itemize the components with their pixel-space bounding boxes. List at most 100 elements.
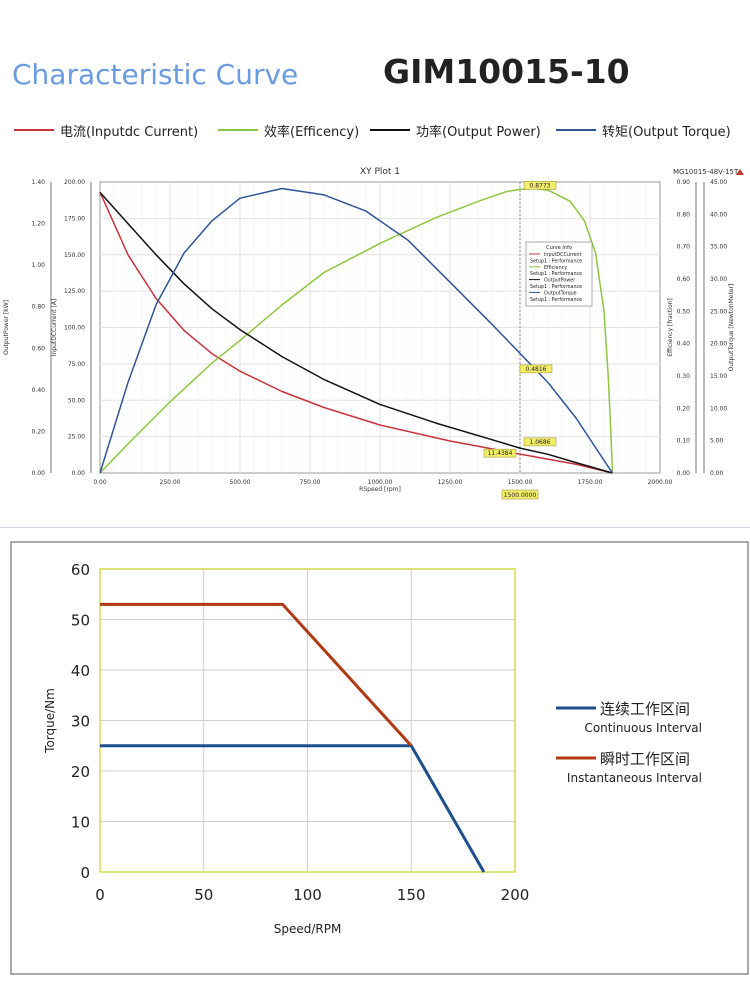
curve-info-row: Setup1 : Performance	[530, 258, 582, 264]
y-tick-label-right_inner: 0.20	[677, 405, 691, 412]
curve-info-box	[525, 241, 593, 307]
legend-label-instantaneous: 瞬时工作区间	[600, 750, 690, 768]
y-tick-label-left_inner: 0.00	[72, 470, 86, 477]
y-tick-label: 40	[71, 662, 90, 680]
y-tick-label-left_outer: 0.40	[32, 387, 46, 394]
y-tick-label: 50	[71, 612, 90, 630]
legend-swatch-power	[370, 129, 410, 131]
series-line-instantaneous	[100, 602, 413, 747]
x-tick-label: 100	[293, 886, 322, 904]
chart-corner-label: MG10015-48V-15T	[673, 168, 739, 176]
x-tick-label: 250.00	[160, 479, 181, 486]
x-tick-label: 1000.00	[368, 479, 393, 486]
value-label: 0.4816	[526, 366, 547, 373]
page-title-left: Characteristic Curve	[12, 58, 299, 91]
legend-label-efficiency: 效率(Efficency)	[264, 124, 360, 140]
curve-info-row: Setup1 : Performance	[530, 297, 582, 303]
y-tick-label-right_outer: 15.00	[710, 373, 727, 380]
y-tick-label-right_outer: 5.00	[710, 438, 724, 445]
value-label: 1.0686	[530, 439, 551, 446]
y-tick-label-right_inner: 0.80	[677, 211, 691, 218]
curve-info-row: Setup1 : Performance	[530, 271, 582, 277]
legend-label-current: 电流(Inputdc Current)	[60, 124, 199, 140]
x-tick-label: 0	[95, 886, 105, 904]
curve-info-title: Curve Info	[546, 245, 572, 251]
curve-info-row: Setup1 : Performance	[530, 284, 582, 290]
x-tick-label: 750.00	[300, 479, 321, 486]
y-tick-label-left_outer: 0.60	[32, 345, 46, 352]
y-tick-label-right_outer: 0.00	[710, 470, 724, 477]
series-line-outputpower	[99, 191, 613, 474]
y-tick-label-right_inner: 0.50	[677, 308, 691, 315]
y-tick-label-left_inner: 175.00	[64, 215, 85, 222]
legend-label-torque: 转矩(Output Torque)	[602, 124, 731, 140]
legend-item-power: 功率(Output Power)	[370, 120, 541, 140]
y-tick-label-left_inner: 200.00	[64, 179, 85, 186]
y-tick-label-left_outer: 1.20	[32, 221, 46, 228]
y-tick-label-left_inner: 75.00	[68, 361, 85, 368]
y-tick-label-right_outer: 35.00	[710, 244, 727, 251]
operating-interval-chart: 0 50 100 150 200 0 10 20 30 40 50 60 Speed/RPM Torque…	[10, 541, 749, 975]
y-tick-label-right_inner: 0.60	[677, 276, 691, 283]
y-tick-label-left_inner: 150.00	[64, 252, 85, 259]
y-tick-label-left_inner: 50.00	[68, 397, 85, 404]
y-tick-label-right_outer: 25.00	[710, 308, 727, 315]
y-tick-label: 10	[71, 814, 90, 832]
x-tick-label: 500.00	[230, 479, 251, 486]
y-tick-label-right_inner: 0.00	[677, 470, 691, 477]
y-axis-label-left_outer: OutputPower [kW]	[3, 300, 10, 355]
curve-info-row: OutputTorque	[544, 290, 577, 296]
corner-triangle-icon	[736, 169, 744, 175]
legend-sublabel-continuous: Continuous Interval	[584, 721, 702, 735]
y-tick-label-right_inner: 0.10	[677, 438, 691, 445]
x-tick-label: 1500.00	[508, 479, 533, 486]
chart-border	[10, 541, 749, 975]
series-line-efficiency	[99, 187, 614, 474]
y-tick-label-left_outer: 1.00	[32, 262, 46, 269]
performance-chart: 0.00 250.00 500.00 750.00 1000.00 1250.00 1500…	[3, 167, 744, 500]
value-label-box	[519, 364, 553, 374]
value-label-box	[483, 448, 517, 458]
y-tick-label-left_inner: 125.00	[64, 288, 85, 295]
x-tick-label: 2000.00	[648, 479, 673, 486]
value-label: 0.8773	[530, 182, 551, 189]
legend-swatch-torque	[556, 129, 596, 131]
plot-frame	[99, 568, 516, 873]
legend-sublabel-instantaneous: Instantaneous Interval	[567, 771, 702, 785]
y-tick-label: 0	[80, 864, 90, 882]
legend-item-efficiency: 效率(Efficency)	[218, 120, 359, 140]
page-title-model: GIM10015-10	[383, 52, 630, 91]
x-marker-label-box	[501, 489, 539, 500]
y-tick-label-left_inner: 25.00	[68, 434, 85, 441]
y-tick-label: 60	[71, 561, 90, 579]
x-tick-label: 200	[501, 886, 530, 904]
y-tick-label-right_inner: 0.70	[677, 244, 691, 251]
y-tick-label-right_inner: 0.40	[677, 341, 691, 348]
x-tick-label: 50	[194, 886, 213, 904]
x-tick-label: 0.00	[93, 479, 107, 486]
y-tick-label-left_outer: 0.00	[32, 470, 46, 477]
legend-swatch-current	[14, 129, 54, 131]
legend-item-torque: 转矩(Output Torque)	[556, 120, 731, 140]
legend-label-continuous: 连续工作区间	[600, 700, 690, 718]
y-tick-label-right_outer: 45.00	[710, 179, 727, 186]
y-tick-label-left_outer: 1.40	[32, 179, 46, 186]
value-label: 11.4384	[488, 450, 513, 457]
y-tick-label-right_outer: 40.00	[710, 211, 727, 218]
y-tick-label-left_outer: 0.20	[32, 428, 46, 435]
y-tick-label: 30	[71, 713, 90, 731]
x-axis-label: RSpeed [rpm]	[359, 486, 401, 493]
y-tick-label-left_inner: 100.00	[64, 325, 85, 332]
chart-title: XY Plot 1	[360, 167, 400, 177]
legend-item-current: 电流(Inputdc Current)	[14, 120, 198, 140]
series-line-inputdccurrent	[99, 191, 613, 474]
y-tick-label: 20	[71, 763, 90, 781]
x-tick-label: 1750.00	[578, 479, 603, 486]
y-axis-label-right_inner: Efficiency [fraction]	[667, 298, 674, 357]
x-axis-label: Speed/RPM	[274, 922, 342, 936]
x-tick-label: 150	[397, 886, 426, 904]
x-marker-label: 1500.0000	[504, 492, 537, 499]
curve-info-row: OutputPower	[544, 278, 575, 284]
section-divider	[0, 527, 750, 528]
y-axis-label-left_inner: InputDCCurrent [A]	[51, 299, 58, 357]
